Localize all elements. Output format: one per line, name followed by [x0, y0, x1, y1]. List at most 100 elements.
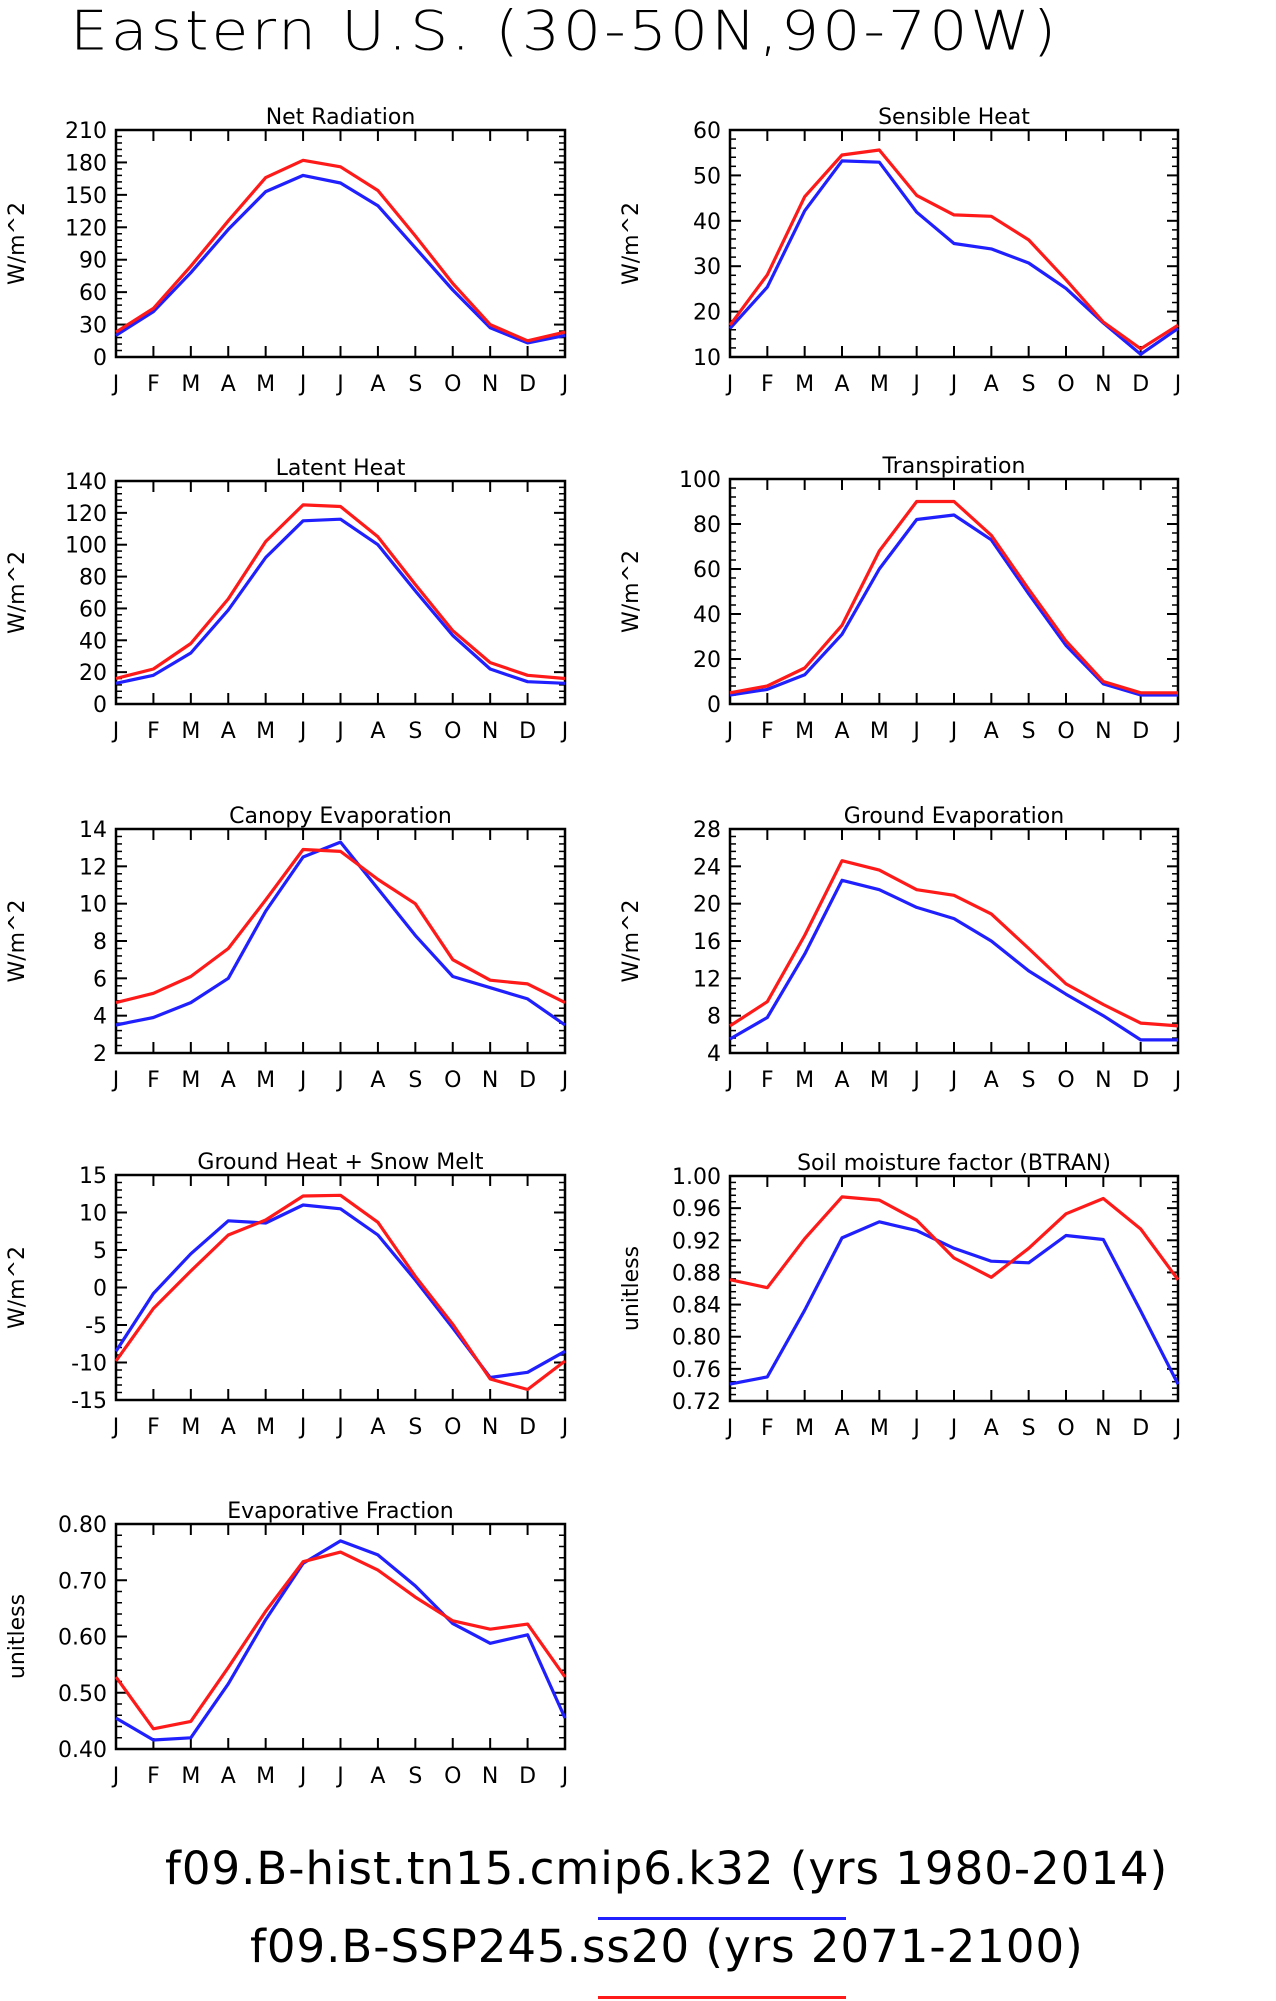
plot-title: Ground Heat + Snow Melt — [197, 1150, 484, 1175]
x-tick-label: A — [984, 1416, 999, 1441]
y-axis-label: W/m^2 — [619, 202, 644, 285]
x-tick-label: O — [1057, 1068, 1074, 1093]
x-tick-label: J — [111, 1415, 120, 1440]
x-tick-label: O — [1057, 372, 1074, 397]
x-tick-label: A — [834, 372, 849, 397]
x-tick-label: J — [298, 1764, 307, 1789]
x-tick-label: J — [298, 1068, 307, 1093]
y-tick-label: -15 — [71, 1389, 107, 1414]
x-tick-label: S — [408, 719, 422, 744]
y-axis-label: unitless — [619, 1246, 644, 1331]
y-tick-label: 80 — [693, 513, 721, 538]
x-tick-label: M — [256, 1068, 275, 1093]
plot-frame — [114, 128, 567, 359]
y-tick-label: 0.50 — [58, 1682, 107, 1707]
x-tick-label: F — [147, 1764, 160, 1789]
plot-title: Canopy Evaporation — [229, 804, 452, 829]
x-tick-label: M — [256, 719, 275, 744]
x-tick-label: M — [256, 1415, 275, 1440]
x-tick-label: J — [949, 372, 958, 397]
y-tick-label: 30 — [693, 255, 721, 280]
x-tick-label: J — [560, 1415, 569, 1440]
y-axis-label: W/m^2 — [619, 550, 644, 633]
x-tick-label: A — [984, 372, 999, 397]
y-tick-label: 100 — [65, 534, 107, 559]
x-tick-label: F — [147, 1415, 160, 1440]
y-tick-label: 2 — [93, 1042, 107, 1067]
x-tick-label: O — [444, 719, 461, 744]
y-tick-label: 0.76 — [672, 1358, 721, 1383]
x-tick-label: J — [111, 1068, 120, 1093]
y-tick-label: 120 — [65, 502, 107, 527]
legend-line-historical — [598, 1917, 846, 1920]
series-line-historical — [729, 513, 1178, 697]
x-tick-label: J — [1173, 1416, 1182, 1441]
y-axis-label: unitless — [5, 1594, 30, 1679]
x-tick-label: F — [761, 1416, 774, 1441]
x-tick-label: S — [408, 1415, 422, 1440]
y-tick-label: 60 — [79, 597, 107, 622]
x-tick-label: D — [519, 372, 536, 397]
y-tick-label: -10 — [71, 1352, 107, 1377]
x-tick-label: N — [482, 372, 498, 397]
x-tick-label: A — [370, 372, 385, 397]
legend-label-historical: f09.B-hist.tn15.cmip6.k32 (yrs 1980-2014… — [165, 1842, 1169, 1895]
y-axis-label: W/m^2 — [5, 551, 30, 634]
x-tick-label: A — [370, 1068, 385, 1093]
x-tick-label: D — [1132, 719, 1149, 744]
x-tick-label: S — [1022, 719, 1036, 744]
plot-frame — [114, 1522, 567, 1751]
y-tick-label: 140 — [65, 470, 107, 495]
y-tick-label: 5 — [93, 1239, 107, 1264]
y-tick-label: 120 — [65, 216, 107, 241]
y-tick-label: 15 — [79, 1164, 107, 1189]
y-tick-label: 80 — [79, 566, 107, 591]
plot-title: Transpiration — [882, 454, 1026, 479]
y-tick-label: 8 — [93, 930, 107, 955]
x-tick-label: N — [482, 1764, 498, 1789]
x-tick-label: J — [335, 719, 344, 744]
y-tick-label: 100 — [679, 468, 721, 493]
x-tick-label: D — [519, 1415, 536, 1440]
x-tick-label: M — [256, 372, 275, 397]
plot-title: Ground Evaporation — [844, 804, 1064, 829]
series-line-future — [115, 503, 566, 681]
x-tick-label: S — [408, 1764, 422, 1789]
x-tick-label: A — [834, 1068, 849, 1093]
x-tick-label: J — [725, 719, 734, 744]
x-tick-label: A — [221, 372, 236, 397]
x-tick-label: M — [795, 1416, 814, 1441]
panel-ground-heat-snow-melt: Ground Heat + Snow Melt W/m^2 -15 -10 -5 0 5 10… — [5, 1150, 568, 1440]
series-line-future — [729, 859, 1179, 1028]
x-tick-label: J — [725, 1416, 734, 1441]
x-tick-label: J — [560, 719, 569, 744]
y-tick-label: 24 — [693, 855, 721, 880]
plot-frame — [728, 1174, 1180, 1403]
series-line-historical — [115, 1539, 567, 1742]
y-tick-label: 90 — [79, 249, 107, 274]
series-line-historical — [729, 878, 1178, 1042]
x-tick-label: N — [1095, 372, 1111, 397]
y-tick-label: 0.80 — [58, 1513, 107, 1538]
x-tick-label: J — [111, 719, 120, 744]
plot-title: Sensible Heat — [878, 105, 1030, 130]
x-tick-label: O — [444, 1068, 461, 1093]
x-tick-label: M — [181, 372, 200, 397]
x-tick-label: J — [911, 372, 920, 397]
x-tick-label: O — [1057, 1416, 1074, 1441]
x-tick-label: A — [370, 719, 385, 744]
x-tick-label: M — [181, 1415, 200, 1440]
x-tick-label: D — [519, 1764, 536, 1789]
x-tick-label: D — [1132, 372, 1149, 397]
y-tick-label: 14 — [79, 818, 107, 843]
legend-label-future: f09.B-SSP245.ss20 (yrs 2071-2100) — [250, 1920, 1084, 1973]
x-tick-label: D — [519, 719, 536, 744]
x-tick-label: M — [795, 1068, 814, 1093]
x-tick-label: J — [560, 372, 569, 397]
y-tick-label: 10 — [693, 346, 721, 371]
x-tick-label: O — [444, 1764, 461, 1789]
